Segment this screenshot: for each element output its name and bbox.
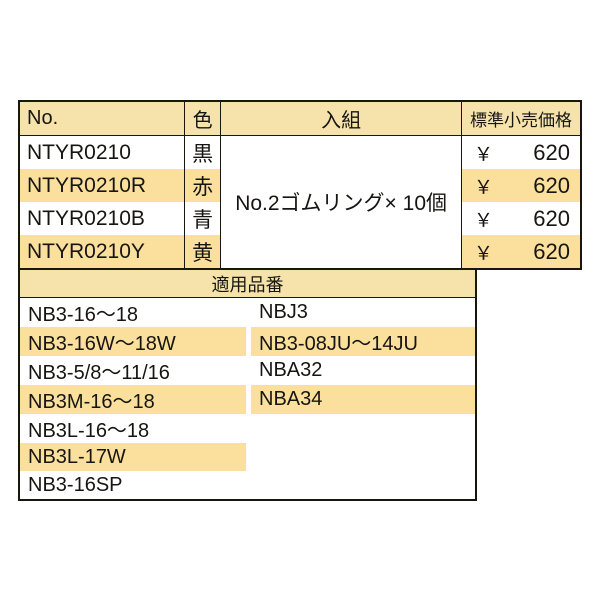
table-row: NB3-5/8〜11/16 NBA32 [19,356,477,385]
yen-symbol: ￥ [474,243,494,264]
cell-part-left: NB3L-16〜18 [19,414,246,443]
cell-price: ￥ 620 [461,235,581,269]
cell-set-blank [220,235,463,269]
cell-gap [246,414,251,443]
table-row: NTYR0210B 青 ￥ 620 [19,202,581,235]
cell-part-right: NB3-08JU〜14JU [251,327,477,356]
cell-color: 赤 [184,169,222,202]
applicable-part-number-table: 適用品番 NB3-16〜18 NBJ3 NB3-16W〜18W NB3-08JU… [18,268,478,501]
cell-set-contents: No.2ゴムリング× 10個 [220,169,463,235]
cell-part-number: NTYR0210B [19,202,186,235]
cell-part-left: NB3-16SP [19,471,246,500]
cell-gap [246,356,251,385]
column-header-set: 入組 [220,101,463,136]
column-header-price: 標準小売価格 [461,101,581,136]
cell-gap [246,327,251,356]
cell-part-number: NTYR0210 [19,135,186,169]
table-row: NB3L-17W [19,443,477,471]
cell-part-left: NB3M-16〜18 [19,385,246,414]
column-header-no: No. [19,101,186,136]
cell-color: 黄 [184,235,222,269]
table-row: NB3-16W〜18W NB3-08JU〜14JU [19,327,477,356]
table-row: NB3L-16〜18 [19,414,477,443]
table-row: NTYR0210R 赤 No.2ゴムリング× 10個 ￥ 620 [19,169,581,235]
cell-part-right: NBA32 [251,356,477,385]
cell-part-left: NB3L-17W [19,443,246,471]
cell-part-left: NB3-16〜18 [19,297,246,327]
cell-gap [246,297,251,327]
cell-part-right: NBA34 [251,385,477,414]
table-row: NB3-16SP [19,471,477,500]
cell-part-right: NBJ3 [251,297,477,327]
table-row: NTYR0210 黒 ￥ 620 [19,135,581,169]
column-header-applicable-part-number: 適用品番 [19,269,477,298]
cell-price: ￥ 620 [461,202,581,235]
price-amount: 620 [533,238,570,264]
price-amount: 620 [533,172,570,198]
cell-gap [246,471,251,500]
table-row: NB3-16〜18 NBJ3 [19,297,477,327]
column-header-color: 色 [184,101,222,136]
cell-part-number: NTYR0210R [19,169,186,202]
cell-gap [246,443,251,471]
table-row: NB3M-16〜18 NBA34 [19,385,477,414]
cell-color: 青 [184,202,222,235]
price-table-header-row: No. 色 入組 標準小売価格 [19,101,581,136]
cell-part-left: NB3-16W〜18W [19,327,246,356]
cell-part-left: NB3-5/8〜11/16 [19,356,246,385]
cell-price: ￥ 620 [461,169,581,202]
cell-part-right [251,443,477,471]
cell-part-number: NTYR0210Y [19,235,186,269]
table-row: NTYR0210Y 黄 ￥ 620 [19,235,581,269]
yen-symbol: ￥ [474,144,494,165]
cell-part-right [251,471,477,500]
price-amount: 620 [533,139,570,165]
fit-table-header-row: 適用品番 [19,269,477,298]
cell-price: ￥ 620 [461,135,581,169]
cell-color: 黒 [184,135,222,169]
cell-part-right [251,414,477,443]
cell-set-blank [220,135,463,169]
product-price-table: No. 色 入組 標準小売価格 NTYR0210 黒 ￥ 620 NTYR021… [18,100,582,270]
cell-gap [246,385,251,414]
price-amount: 620 [533,205,570,231]
yen-symbol: ￥ [474,210,494,231]
yen-symbol: ￥ [474,177,494,198]
